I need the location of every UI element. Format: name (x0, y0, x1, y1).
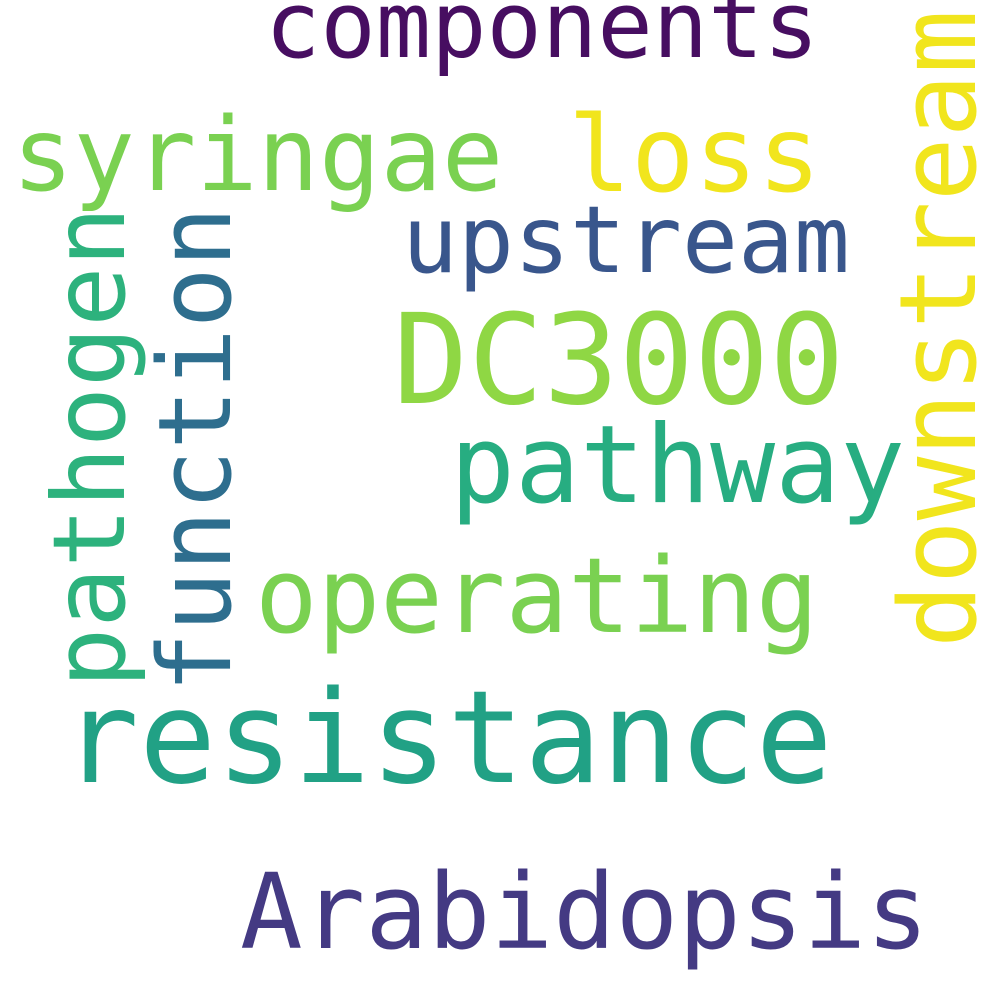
word-pathogen: pathogen (31, 206, 148, 688)
word-syringae: syringae (12, 96, 504, 215)
word-arabidopsis: Arabidopsis (240, 851, 929, 973)
word-dc3000: DC3000 (393, 288, 845, 433)
word-pathway: pathway (450, 403, 906, 528)
word-loss: loss (568, 94, 821, 216)
word-upstream: upstream (402, 186, 850, 294)
word-operating: operating (255, 535, 819, 657)
word-components: components (265, 0, 819, 79)
word-function: function (136, 206, 254, 693)
word-resistance: resistance (62, 664, 833, 813)
word-downstream: downstream (877, 9, 1000, 648)
